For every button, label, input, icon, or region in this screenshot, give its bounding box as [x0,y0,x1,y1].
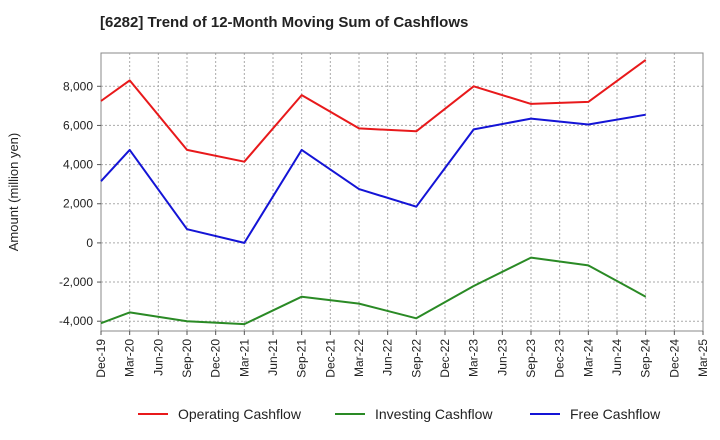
y-axis: -4,000 -2,000 0 2,000 4,000 6,000 8,000 [59,79,101,328]
x-axis: Dec-19 Mar-20 Jun-20 Sep-20 Dec-20 Mar-21 Jun-… [94,331,710,378]
x-tick-label: Mar-22 [352,339,366,377]
x-tick-label: Jun-21 [266,339,280,376]
x-tick-label: Dec-22 [438,339,452,378]
legend-label-free-cashflow: Free Cashflow [570,406,661,422]
x-tick-label: Dec-20 [209,339,223,378]
y-axis-title: Amount (million yen) [6,133,21,252]
x-tick-label: Jun-22 [381,339,395,376]
x-tick-label: Mar-20 [123,339,137,377]
y-tick-label: -4,000 [59,314,93,328]
y-tick-label: 4,000 [63,158,93,172]
x-tick-label: Dec-23 [553,339,567,378]
investing-cashflow-line [100,256,647,326]
legend-label-operating-cashflow: Operating Cashflow [178,406,302,422]
x-tick-label: Jun-24 [610,339,624,376]
x-tick-label: Jun-20 [151,339,165,376]
legend: Operating Cashflow Investing Cashflow Free… [138,406,661,422]
x-tick-label: Dec-21 [323,339,337,378]
y-tick-label: 6,000 [63,118,93,132]
x-tick-label: Dec-19 [94,339,108,378]
x-tick-label: Sep-24 [639,339,653,378]
y-tick-label: -2,000 [59,275,93,289]
y-tick-label: 8,000 [63,79,93,93]
x-tick-label: Mar-23 [467,339,481,377]
x-tick-label: Sep-20 [180,339,194,378]
plot-area-frame [100,52,704,332]
series-lines [100,59,647,326]
grid-lines [101,53,703,331]
y-tick-label: 2,000 [63,197,93,211]
x-tick-label: Dec-24 [667,339,681,378]
free-cashflow-line [100,113,646,244]
x-tick-label: Sep-23 [524,339,538,378]
x-tick-label: Mar-24 [581,339,595,377]
x-tick-label: Sep-21 [295,339,309,378]
x-tick-label: Sep-22 [409,339,423,378]
legend-label-investing-cashflow: Investing Cashflow [375,406,493,422]
operating-cashflow-line [100,59,647,163]
y-tick-label: 0 [86,236,93,250]
x-tick-label: Jun-23 [495,339,509,376]
x-tick-label: Mar-25 [696,339,710,377]
x-tick-label: Mar-21 [237,339,251,377]
chart-title: [6282] Trend of 12-Month Moving Sum of C… [100,14,469,31]
